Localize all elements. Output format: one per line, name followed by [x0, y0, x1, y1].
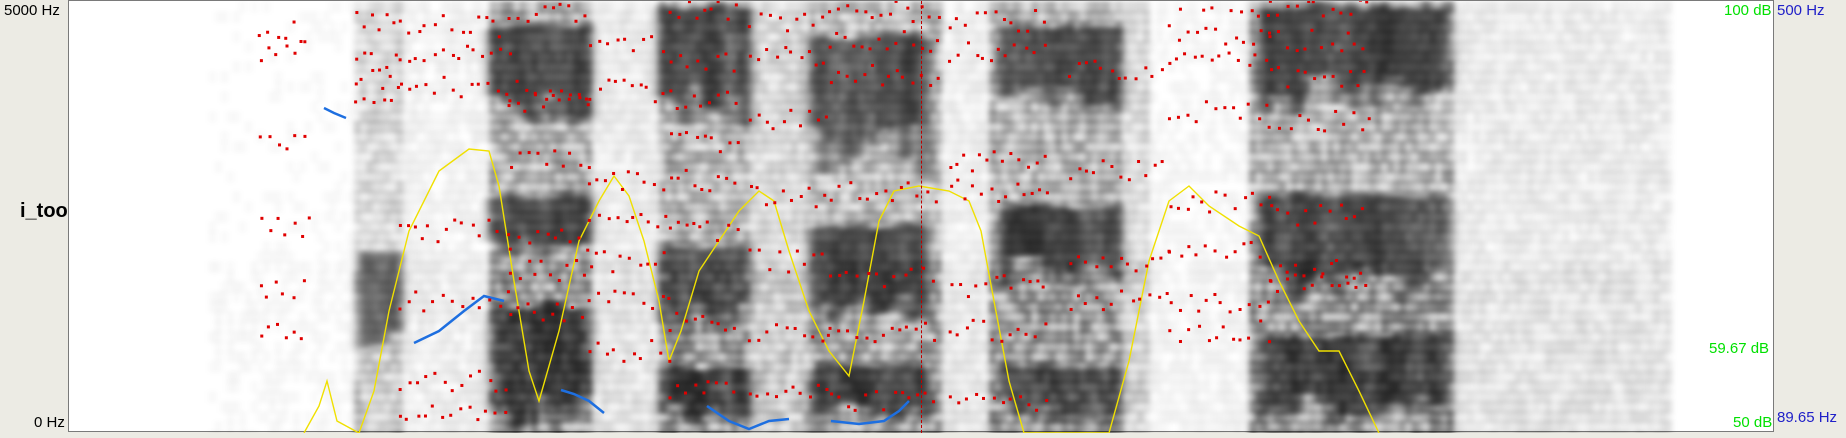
- frequency-min-label: 0 Hz: [34, 414, 65, 431]
- pitch-contour-segment: [830, 400, 910, 426]
- pitch-contour-segment: [323, 106, 347, 120]
- spectrogram-formant-bands: [359, 1, 1451, 430]
- intensity-curve: [303, 148, 1380, 433]
- pitch-contour-segment: [560, 388, 605, 414]
- intensity-min-label: 50 dB: [1733, 414, 1773, 431]
- pitch-min-label: 89.65 Hz: [1777, 409, 1838, 426]
- spectrogram-plot[interactable]: [69, 1, 1775, 433]
- intensity-mid-label: 59.67 dB: [1709, 340, 1770, 357]
- intensity-max-label: 100 dB: [1724, 2, 1772, 19]
- pitch-contour-segment: [413, 294, 505, 345]
- time-cursor[interactable]: [921, 1, 922, 433]
- formant-points: [257, 1, 1371, 422]
- pitch-contours: [323, 106, 910, 431]
- pitch-contour-segment: [706, 404, 790, 431]
- frequency-max-label: 5000 Hz: [4, 2, 60, 19]
- pitch-max-label: 500 Hz: [1777, 2, 1825, 19]
- spectrogram-panel[interactable]: [68, 0, 1775, 433]
- spectrogram-energy: [354, 1, 1672, 433]
